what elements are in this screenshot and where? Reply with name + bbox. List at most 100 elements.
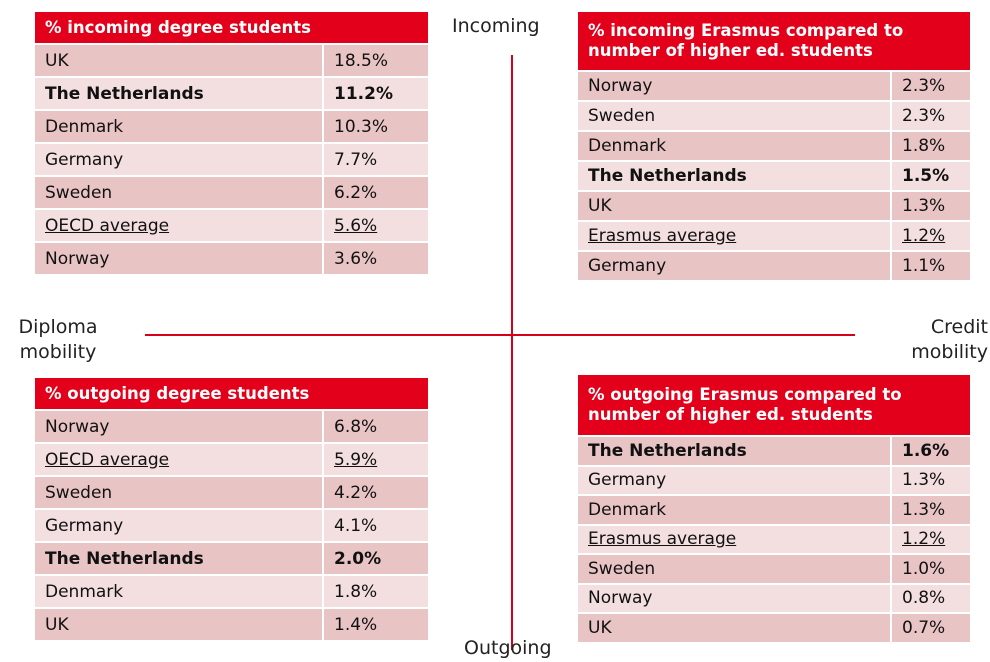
cell-text: The Netherlands	[45, 548, 204, 569]
value-cell: 10.3%	[322, 111, 428, 142]
cell-text: Sweden	[588, 106, 656, 126]
cell-text: The Netherlands	[588, 166, 747, 186]
table: % outgoing Erasmus compared to number of…	[578, 375, 970, 644]
value-cell: 1.2%	[890, 525, 970, 553]
table-row: UK 1.3%	[578, 192, 970, 222]
cell-text: The Netherlands	[588, 440, 747, 461]
country-cell: Germany	[35, 144, 322, 175]
cell-text: Denmark	[588, 136, 667, 156]
cell-text: 4.2%	[334, 482, 378, 503]
cell-text: 1.2%	[902, 529, 946, 550]
cell-text: Norway	[45, 248, 110, 269]
country-cell: Denmark	[578, 132, 890, 160]
country-cell: Norway	[578, 72, 890, 100]
cell-text: Germany	[588, 256, 667, 276]
cell-text: 1.1%	[902, 256, 946, 276]
table: % incoming degree students UK 18.5% The Net…	[35, 12, 428, 276]
table-row: Norway 2.3%	[578, 72, 970, 102]
cell-text: 1.0%	[902, 558, 946, 579]
value-cell: 18.5%	[322, 45, 428, 76]
cell-text: Sweden	[45, 182, 113, 203]
value-cell: 1.2%	[890, 222, 970, 250]
country-cell: UK	[35, 609, 322, 640]
country-cell: Norway	[578, 584, 890, 612]
cell-text: 0.8%	[902, 588, 946, 609]
cell-text: Denmark	[45, 581, 124, 602]
value-cell: 4.2%	[322, 477, 428, 508]
value-cell: 5.9%	[322, 444, 428, 475]
cell-text: 3.6%	[334, 248, 378, 269]
country-cell: Denmark	[578, 496, 890, 524]
table-row: Germany 4.1%	[35, 510, 428, 543]
country-cell: Norway	[35, 411, 322, 442]
value-cell: 6.2%	[322, 177, 428, 208]
table-header: % incoming degree students	[35, 12, 428, 45]
cell-text: 2.3%	[902, 106, 946, 126]
table-row: The Netherlands 1.5%	[578, 162, 970, 192]
axis-label-top: Incoming	[452, 15, 540, 37]
axis-label-bottom: Outgoing	[464, 637, 552, 659]
cell-text: 1.3%	[902, 499, 946, 520]
value-cell: 6.8%	[322, 411, 428, 442]
value-cell: 7.7%	[322, 144, 428, 175]
table-row: Denmark 1.3%	[578, 496, 970, 526]
value-cell: 1.5%	[890, 162, 970, 190]
value-cell: 1.1%	[890, 252, 970, 280]
axis-label-right: Credit mobility	[911, 316, 988, 363]
cell-text: Germany	[45, 515, 124, 536]
table: % incoming Erasmus compared to number of…	[578, 12, 970, 282]
country-cell: OECD average	[35, 444, 322, 475]
cell-text: Sweden	[45, 482, 113, 503]
table-row: Germany 7.7%	[35, 144, 428, 177]
country-cell: UK	[35, 45, 322, 76]
country-cell: Sweden	[35, 477, 322, 508]
table-header: % outgoing degree students	[35, 378, 428, 411]
table-row: Norway 3.6%	[35, 243, 428, 276]
value-cell: 3.6%	[322, 243, 428, 274]
cell-text: UK	[45, 50, 69, 71]
cell-text: OECD average	[45, 449, 170, 470]
table-row: OECD average 5.6%	[35, 210, 428, 243]
value-cell: 1.4%	[322, 609, 428, 640]
value-cell: 2.0%	[322, 543, 428, 574]
value-cell: 1.8%	[890, 132, 970, 160]
country-cell: Germany	[578, 466, 890, 494]
table-row: Denmark 1.8%	[578, 132, 970, 162]
value-cell: 4.1%	[322, 510, 428, 541]
table-row: Norway 0.8%	[578, 584, 970, 614]
country-cell: Sweden	[578, 102, 890, 130]
value-cell: 1.8%	[322, 576, 428, 607]
country-cell: Sweden	[35, 177, 322, 208]
value-cell: 0.8%	[890, 584, 970, 612]
table-row: Sweden 4.2%	[35, 477, 428, 510]
cell-text: 1.3%	[902, 196, 946, 216]
table-row: UK 18.5%	[35, 45, 428, 78]
vertical-axis-line	[511, 55, 513, 650]
cell-text: Erasmus average	[588, 226, 737, 246]
country-cell: Norway	[35, 243, 322, 274]
cell-text: 2.3%	[902, 76, 946, 96]
country-cell: OECD average	[35, 210, 322, 241]
country-cell: UK	[578, 192, 890, 220]
cell-text: 7.7%	[334, 149, 378, 170]
value-cell: 11.2%	[322, 78, 428, 109]
country-cell: The Netherlands	[578, 162, 890, 190]
table-header: % incoming Erasmus compared to number of…	[578, 12, 970, 72]
cell-text: 6.8%	[334, 416, 378, 437]
horizontal-axis-line	[145, 334, 855, 336]
cell-text: Norway	[588, 76, 653, 96]
country-cell: The Netherlands	[578, 437, 890, 465]
cell-text: Germany	[45, 149, 124, 170]
cell-text: UK	[588, 196, 612, 216]
cell-text: Erasmus average	[588, 529, 737, 550]
cell-text: Sweden	[588, 558, 656, 579]
table-row: The Netherlands 1.6%	[578, 437, 970, 467]
table-row: UK 0.7%	[578, 614, 970, 644]
table-row: Denmark 10.3%	[35, 111, 428, 144]
cell-text: UK	[588, 617, 612, 638]
value-cell: 0.7%	[890, 614, 970, 642]
country-cell: Germany	[578, 252, 890, 280]
table-row: Sweden 1.0%	[578, 555, 970, 585]
table-row: Germany 1.1%	[578, 252, 970, 282]
